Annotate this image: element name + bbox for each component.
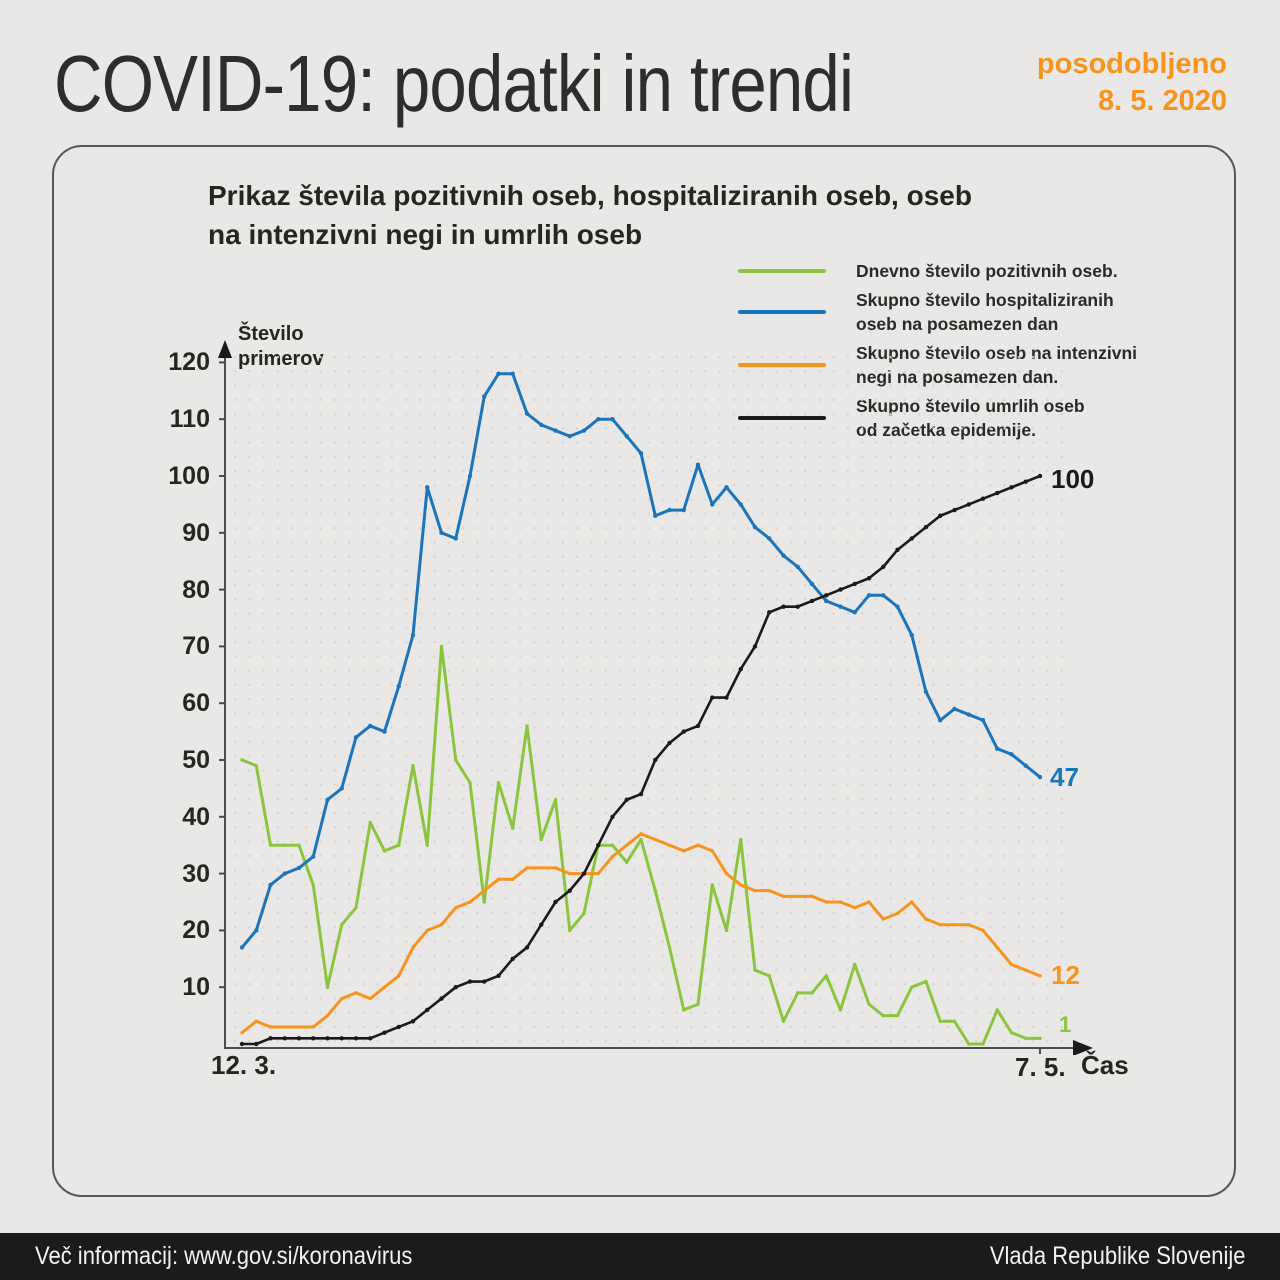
y-tick-label: 20 (182, 916, 210, 945)
legend-line-green-icon (738, 269, 826, 273)
legend-line-blue-icon (738, 310, 826, 314)
x-axis-start-label: 12. 3. (211, 1050, 277, 1080)
chart-title: Prikaz števila pozitivnih oseb, hospital… (208, 180, 972, 250)
y-tick-label: 100 (168, 462, 210, 490)
plot-gridlines (226, 347, 1074, 1047)
legend-item-daily-positive: Dnevno število pozitivnih oseb. (738, 259, 1158, 283)
y-tick-label: 10 (182, 973, 210, 1002)
legend-label: Dnevno število pozitivnih oseb. (856, 261, 1118, 281)
footer-more-info: Več informacij: www.gov.si/koronavirus (35, 1242, 413, 1270)
legend-item-hospitalized: Skupno število hospitaliziranih oseb na … (738, 288, 1158, 336)
end-label-icu: 12 (1051, 960, 1080, 990)
last-updated-date: 8. 5. 2020 (1098, 85, 1227, 117)
x-axis-end-label: 7. 5. (1015, 1052, 1066, 1082)
footer-government: Vlada Republike Slovenije (989, 1242, 1245, 1270)
page-title: COVID-19: podatki in trendi (54, 39, 854, 128)
y-tick-label: 120 (168, 348, 210, 377)
y-tick-label: 70 (182, 632, 210, 661)
y-tick-label: 60 (182, 689, 210, 718)
y-tick-label: 50 (182, 746, 210, 774)
footer-bar: Več informacij: www.gov.si/koronavirus V… (0, 1233, 1280, 1280)
y-tick-label: 110 (169, 405, 210, 434)
end-label-deaths: 100 (1051, 464, 1095, 494)
x-axis-title: Čas (1081, 1050, 1129, 1080)
chart-canvas (218, 340, 1093, 1055)
last-updated: posodobljeno 8. 5. 2020 (1037, 46, 1227, 120)
y-tick-label: 30 (182, 859, 210, 888)
end-label-hospitalized: 47 (1050, 762, 1079, 792)
end-label-daily-positive: 1 (1059, 1012, 1072, 1037)
y-tick-label: 40 (182, 802, 210, 831)
y-tick-label: 80 (182, 575, 210, 604)
last-updated-label: posodobljeno (1036, 48, 1227, 80)
legend-label: Skupno število hospitaliziranih oseb na … (856, 290, 1114, 334)
y-tick-label: 90 (182, 518, 210, 547)
